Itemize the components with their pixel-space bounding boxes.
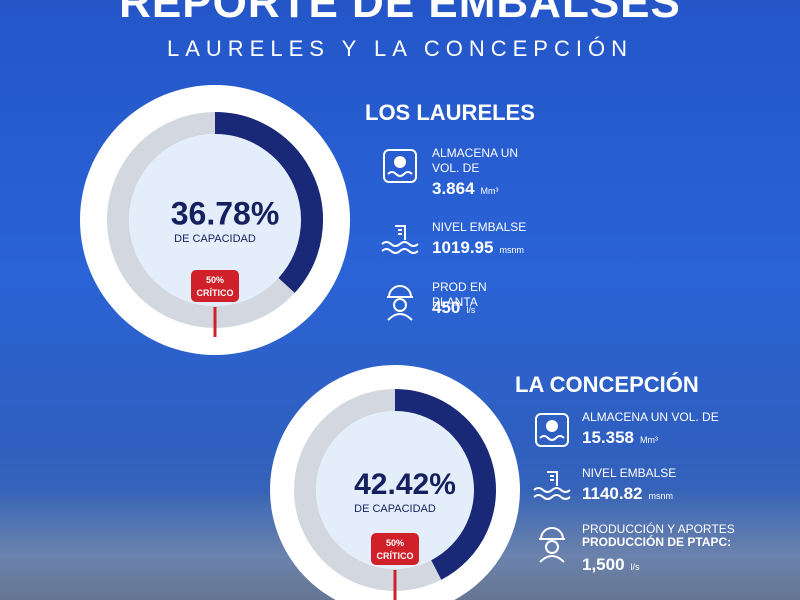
stat-value: 1140.82 msnm (582, 484, 673, 504)
icon-shape (383, 149, 417, 183)
title: REPORTE DE EMBALSES (119, 0, 681, 27)
critical-badge (191, 270, 239, 302)
icon-shape (387, 171, 413, 177)
stat-unit: Mm³ (480, 186, 499, 196)
icon-shape (533, 471, 571, 500)
stat-number: 3.864 (432, 179, 475, 198)
stat-number: 1019.95 (432, 238, 494, 257)
icon-shape (535, 413, 569, 447)
reservoir-name: LA CONCEPCIÓN (515, 372, 699, 397)
icon-shape (393, 298, 407, 312)
critical-badge (371, 533, 419, 565)
stat-icon (383, 149, 417, 183)
icon-shape (539, 555, 565, 563)
icon-shape (387, 285, 413, 298)
stat-number: 1140.82 (582, 484, 643, 503)
icon-shape (387, 313, 413, 321)
capacity-caption: DE CAPACIDAD (174, 233, 256, 245)
stat-value: 1,500 l/s (582, 555, 640, 575)
icon-shape (539, 527, 565, 540)
stat-label: ALMACENA UN VOL. DE (432, 146, 519, 175)
stat-unit: Mm³ (640, 435, 658, 445)
capacity-value: 42.42% (354, 468, 456, 501)
critical-caption: CRÍTICO (377, 551, 414, 561)
critical-caption: CRÍTICO (197, 288, 234, 298)
stat-label: NIVEL EMBALSE (432, 220, 527, 234)
stat-label: NIVEL EMBALSE (582, 466, 677, 480)
icon-shape (394, 156, 406, 168)
stat-number: 450 (432, 298, 461, 317)
stat-icon (387, 285, 413, 321)
stat-unit: msnm (499, 245, 524, 255)
reservoir-name: LOS LAURELES (365, 100, 535, 125)
stat-unit: l/s (466, 305, 476, 315)
critical-value: 50% (386, 538, 404, 548)
stat-value: 1019.95 msnm (432, 238, 524, 258)
stat-icon (381, 225, 419, 254)
gauge-inner (129, 134, 301, 306)
stat-icon (533, 471, 571, 500)
gauge-inner (316, 411, 474, 569)
subtitle: LAURELES Y LA CONCEPCIÓN (167, 36, 633, 61)
stat-unit: l/s (630, 562, 640, 572)
stat-number: 15.358 (582, 428, 634, 447)
stat-number: 1,500 (582, 555, 625, 574)
stat-icon (535, 413, 569, 447)
stat-value: 3.864 Mm³ (432, 179, 499, 199)
stat-icon (539, 527, 565, 563)
gauge-arc (214, 112, 323, 293)
icon-shape (539, 435, 565, 441)
icon-shape (545, 540, 559, 554)
critical-value: 50% (206, 275, 224, 285)
gauge-arc (394, 389, 496, 580)
icon-shape (381, 225, 419, 254)
capacity-value: 36.78% (171, 195, 280, 231)
stat-value: 450 l/s (432, 298, 475, 318)
icon-shape (546, 420, 558, 432)
stat-unit: msnm (648, 491, 674, 501)
stat-label: ALMACENA UN VOL. DE (582, 410, 719, 424)
stat-sublabel: PRODUCCIÓN DE PTAPC: (582, 535, 732, 549)
stat-label: PROD EN PLANTA (432, 280, 487, 309)
stat-value: 15.358 Mm³ (582, 428, 658, 448)
stat-label: PRODUCCIÓN Y APORTES (582, 522, 735, 536)
capacity-caption: DE CAPACIDAD (354, 503, 436, 515)
